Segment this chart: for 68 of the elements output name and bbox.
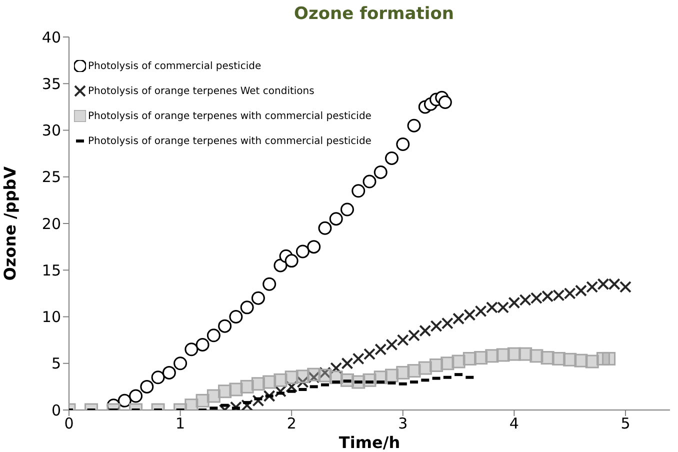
point [396,334,409,346]
point [251,291,265,305]
legend-label: Photolysis of orange terpenes with commercial pesticide [88,110,372,122]
y-tick-label: 35 [42,74,61,93]
y-tick-label: 15 [42,261,61,280]
y-axis-title: Ozone /ppbV [0,166,20,281]
x-axis-title: Time/h [338,433,400,452]
point [307,240,321,254]
x-tick-label: 0 [64,414,74,433]
point [438,96,452,110]
y-tick-label: 0 [51,401,61,420]
point [385,151,399,165]
x-tick-label: 3 [398,414,408,433]
point [374,343,387,356]
point [274,373,288,387]
point [602,352,616,366]
point [129,389,143,403]
x-tick-label: 1 [176,414,186,433]
point [151,370,165,384]
point [340,202,354,216]
point [341,357,354,370]
x-tick-label: 5 [620,414,630,433]
point [262,277,276,291]
point [408,329,420,342]
point [330,362,342,374]
point [396,137,410,151]
y-tick-label: 5 [51,354,61,373]
point [296,244,310,258]
point [318,366,331,379]
y-tick-label: 25 [42,168,61,186]
point [364,348,376,360]
legend-label: Photolysis of orange terpenes with commercial pesticide [88,136,372,146]
point [206,328,220,342]
point [162,366,176,380]
point [184,342,198,356]
point [174,356,188,370]
point [196,338,210,352]
y-tick-label: 30 [42,122,61,140]
point [352,352,364,365]
point [252,394,264,407]
point [407,118,421,132]
point [284,254,298,268]
point [374,165,388,179]
point [229,310,243,324]
point [118,394,132,408]
point [318,221,332,235]
point [296,376,309,388]
legend-label: Photolysis of orange terpenes Wet conditions [88,86,314,96]
point [352,184,366,198]
chart-title: Ozone formation [293,4,455,24]
legend-label: Photolysis of commercial pesticide [88,60,262,72]
point [329,212,343,226]
point [386,338,398,351]
point [240,300,254,314]
point [274,385,286,398]
point [140,380,154,394]
point [419,324,432,337]
point [308,371,320,384]
x-tick-label: 4 [509,414,519,433]
point [218,319,232,333]
y-tick-label: 40 [42,28,61,46]
point [286,380,298,393]
point [362,174,376,188]
point [263,390,276,402]
point [184,398,198,410]
y-tick-label: 10 [42,308,61,326]
y-tick-label: 20 [42,214,61,233]
x-tick-label: 2 [286,414,296,433]
